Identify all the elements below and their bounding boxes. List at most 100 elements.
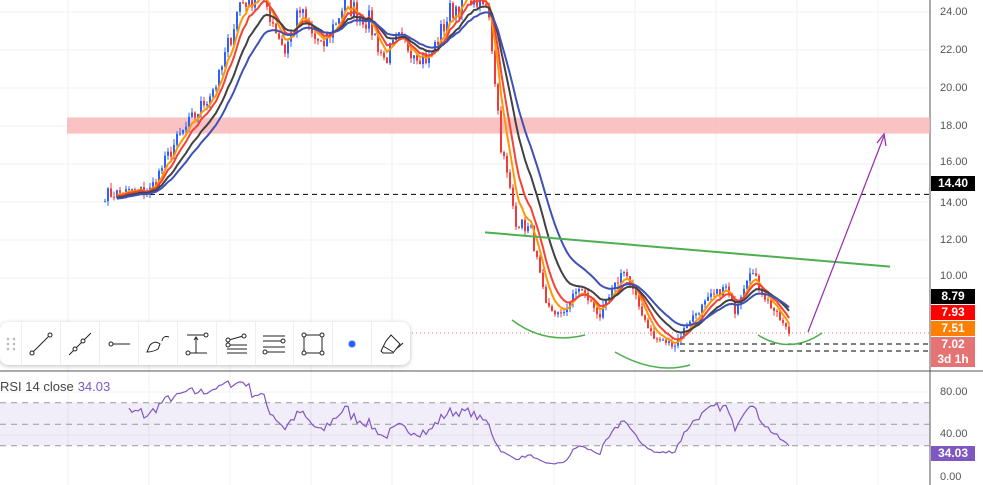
candle-body	[248, 0, 250, 7]
head-arc	[614, 351, 691, 369]
candle-body	[419, 60, 421, 65]
rsi-legend[interactable]: RSI 14 close 34.03	[0, 379, 110, 394]
candle-body	[635, 288, 637, 296]
candle-body	[584, 290, 586, 294]
horizontal-ray-icon[interactable]	[99, 322, 138, 365]
candle-body	[779, 311, 781, 321]
candle-body	[326, 33, 328, 47]
candle-body	[407, 38, 409, 51]
left-shoulder-arc	[511, 319, 586, 339]
candle-body	[332, 24, 334, 38]
candle-body	[296, 10, 298, 34]
candle-body	[209, 96, 211, 104]
eraser-icon[interactable]	[371, 322, 410, 365]
candle-body	[671, 341, 673, 347]
candle-body	[620, 273, 622, 284]
candle-body	[500, 110, 502, 153]
candle-body	[659, 339, 661, 341]
candle-body	[734, 299, 736, 314]
candle-body	[647, 319, 649, 329]
candle-body	[179, 133, 181, 135]
candle-body	[131, 188, 133, 192]
candle-body	[482, 0, 484, 5]
candle-body	[167, 151, 169, 156]
candle-body	[566, 308, 568, 313]
candle-body	[788, 326, 790, 334]
candle-body	[542, 272, 544, 287]
candle-body	[299, 10, 301, 13]
candle-body	[227, 37, 229, 53]
candle-body	[494, 51, 496, 85]
candle-body	[452, 3, 454, 19]
candle-body	[605, 300, 607, 307]
candle-body	[242, 2, 244, 4]
arrow-head-icon	[876, 132, 887, 147]
candle-body	[701, 304, 703, 314]
candle-body	[320, 40, 322, 42]
candle-body	[644, 315, 646, 320]
candle-body	[548, 302, 550, 307]
candle-body	[572, 293, 574, 303]
candle-body	[305, 9, 307, 20]
extended-line-icon[interactable]	[60, 322, 99, 365]
trend-line-icon[interactable]	[21, 322, 60, 365]
price-tick: 16.00	[940, 156, 968, 168]
candle-body	[314, 33, 316, 40]
candle-body	[743, 288, 745, 298]
candle-body	[383, 52, 385, 58]
candle-body	[524, 219, 526, 232]
ma-price-label: 8.79	[931, 289, 975, 304]
candle-body	[197, 114, 199, 118]
target-arrow	[807, 135, 885, 333]
candle-body	[707, 296, 709, 301]
candle-body	[518, 226, 520, 228]
drag-handle-icon[interactable]	[0, 322, 21, 365]
candle-body	[692, 315, 694, 322]
last-price: 7.02	[941, 337, 965, 351]
candle-body	[599, 313, 601, 318]
candle-body	[752, 273, 754, 275]
candle-body	[782, 320, 784, 323]
candle-body	[719, 289, 721, 296]
candle-body	[416, 55, 418, 61]
rsi-legend-value: 34.03	[77, 379, 111, 394]
candle-body	[449, 3, 451, 22]
candle-body	[539, 256, 541, 273]
candle-body	[578, 288, 580, 292]
candle-body	[278, 33, 280, 39]
candle-body	[455, 6, 457, 19]
candle-body	[626, 272, 628, 277]
candle-body	[170, 151, 172, 157]
candle-body	[641, 306, 643, 316]
candle-body	[107, 188, 109, 202]
candle-body	[590, 300, 592, 302]
candle-body	[413, 55, 415, 59]
parallel-channel-icon[interactable]	[254, 322, 294, 365]
fib-retracement-icon[interactable]	[215, 322, 255, 365]
candle-body	[104, 201, 106, 203]
candle-body	[713, 293, 715, 295]
rectangle-icon[interactable]	[293, 322, 332, 365]
resistance-zone	[67, 117, 930, 134]
candle-body	[110, 188, 112, 197]
candle-body	[236, 11, 238, 30]
price-range-icon[interactable]	[176, 322, 216, 365]
candle-body	[530, 225, 532, 227]
candle-body	[128, 188, 130, 190]
ma-price-label: 7.51	[931, 321, 975, 336]
candle-body	[728, 286, 730, 294]
candle-body	[161, 168, 163, 171]
candle-body	[152, 182, 154, 188]
candle-body	[284, 44, 286, 54]
candle-body	[311, 25, 313, 34]
dot-icon[interactable]	[332, 322, 371, 365]
rsi-tick: 40.00	[940, 428, 968, 440]
candle-body	[230, 37, 232, 45]
brush-icon[interactable]	[137, 322, 177, 365]
candle-body	[233, 29, 235, 45]
candle-body	[194, 112, 196, 118]
candle-body	[722, 287, 724, 296]
candle-body	[275, 23, 277, 34]
candle-body	[380, 51, 382, 53]
